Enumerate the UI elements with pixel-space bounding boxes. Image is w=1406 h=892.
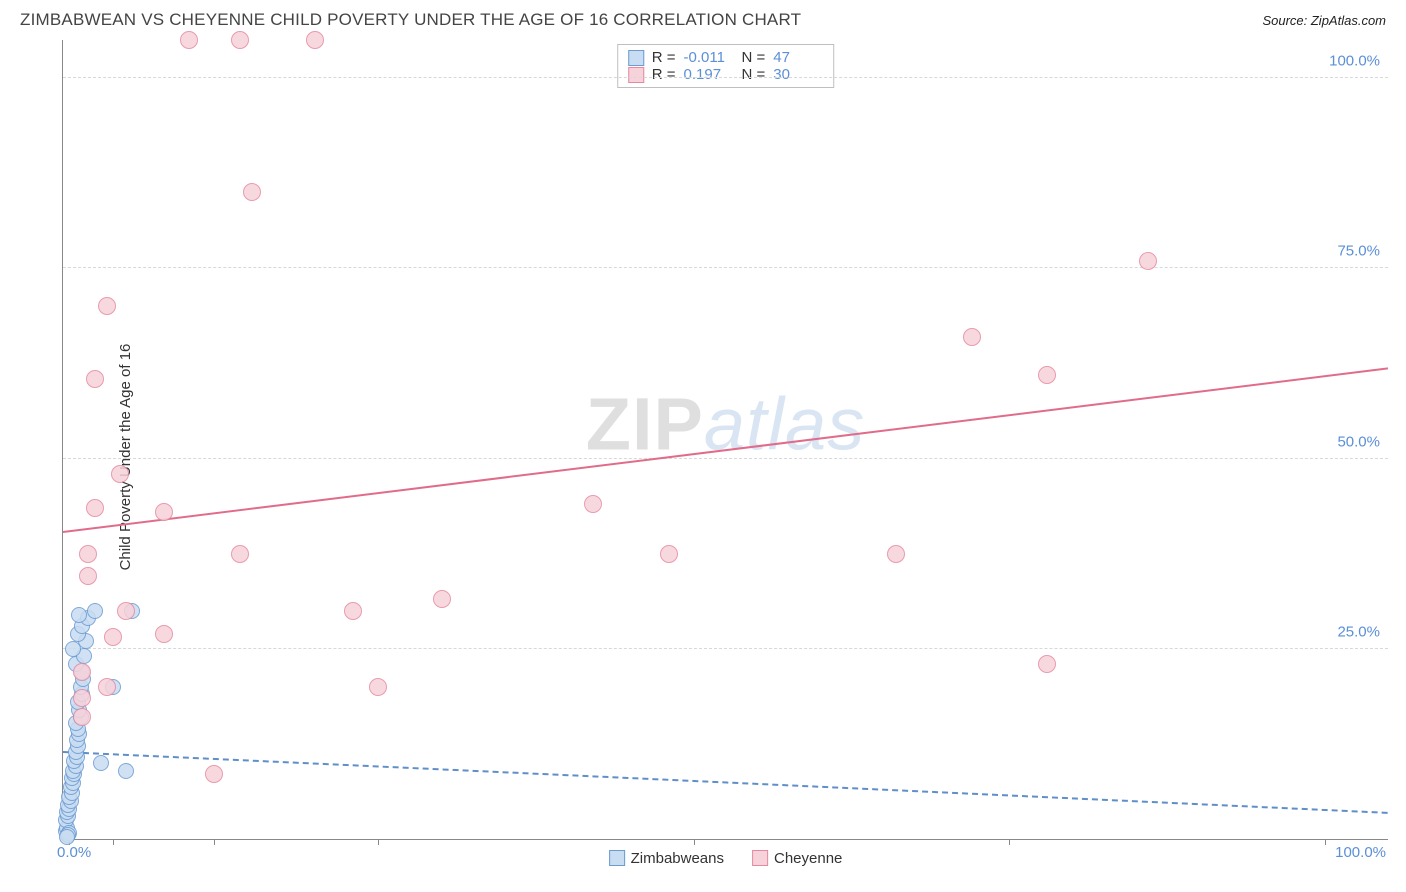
data-point-cheyenne xyxy=(180,31,198,49)
data-point-zimbabweans xyxy=(87,603,103,619)
stats-n-label: N = xyxy=(742,49,766,66)
data-point-cheyenne xyxy=(1038,655,1056,673)
x-axis-origin-label: 0.0% xyxy=(57,844,91,861)
data-point-cheyenne xyxy=(205,765,223,783)
x-tick xyxy=(113,839,114,845)
data-point-cheyenne xyxy=(433,590,451,608)
stats-n-value: 30 xyxy=(773,66,823,83)
data-point-zimbabweans xyxy=(71,607,87,623)
stats-row: R = -0.011 N = 47 xyxy=(628,49,824,66)
data-point-cheyenne xyxy=(117,602,135,620)
stats-n-value: 47 xyxy=(773,49,823,66)
legend-item: Zimbabweans xyxy=(609,850,724,867)
legend: Zimbabweans Cheyenne xyxy=(609,850,843,867)
chart-header: ZIMBABWEAN VS CHEYENNE CHILD POVERTY UND… xyxy=(0,0,1406,34)
legend-label: Cheyenne xyxy=(774,850,842,867)
stats-n-label: N = xyxy=(742,66,766,83)
data-point-cheyenne xyxy=(231,545,249,563)
x-tick xyxy=(378,839,379,845)
data-point-cheyenne xyxy=(73,663,91,681)
watermark: ZIPatlas xyxy=(586,381,865,466)
data-point-cheyenne xyxy=(584,495,602,513)
data-point-cheyenne xyxy=(369,678,387,696)
data-point-cheyenne xyxy=(1139,252,1157,270)
x-tick xyxy=(694,839,695,845)
stats-row: R = 0.197 N = 30 xyxy=(628,66,824,83)
correlation-stats-box: R = -0.011 N = 47 R = 0.197 N = 30 xyxy=(617,44,835,88)
chart-title: ZIMBABWEAN VS CHEYENNE CHILD POVERTY UND… xyxy=(20,10,801,30)
x-tick xyxy=(214,839,215,845)
stats-swatch xyxy=(628,50,644,66)
data-point-cheyenne xyxy=(344,602,362,620)
data-point-cheyenne xyxy=(79,567,97,585)
watermark-part2: atlas xyxy=(704,382,865,465)
stats-r-label: R = xyxy=(652,66,676,83)
data-point-cheyenne xyxy=(155,625,173,643)
x-axis-max-label: 100.0% xyxy=(1335,844,1386,861)
stats-r-value: -0.011 xyxy=(684,49,734,66)
legend-swatch xyxy=(609,850,625,866)
gridline xyxy=(63,648,1388,649)
x-tick xyxy=(1009,839,1010,845)
legend-swatch xyxy=(752,850,768,866)
data-point-cheyenne xyxy=(243,183,261,201)
legend-item: Cheyenne xyxy=(752,850,842,867)
data-point-cheyenne xyxy=(79,545,97,563)
data-point-zimbabweans xyxy=(59,829,75,845)
data-point-cheyenne xyxy=(98,678,116,696)
y-tick-label: 100.0% xyxy=(1329,53,1380,70)
trend-line-zimbabweans xyxy=(63,751,1388,814)
gridline xyxy=(63,458,1388,459)
data-point-cheyenne xyxy=(306,31,324,49)
data-point-cheyenne xyxy=(155,503,173,521)
y-tick-label: 75.0% xyxy=(1337,243,1380,260)
trend-line-cheyenne xyxy=(63,367,1388,533)
data-point-cheyenne xyxy=(1038,366,1056,384)
data-point-cheyenne xyxy=(73,708,91,726)
plot-wrapper: Child Poverty Under the Age of 16 ZIPatl… xyxy=(18,40,1388,874)
stats-r-label: R = xyxy=(652,49,676,66)
scatter-plot: ZIPatlas R =-0.011N =47R =0.197N =30 0.0… xyxy=(62,40,1388,840)
data-point-cheyenne xyxy=(963,328,981,346)
data-point-cheyenne xyxy=(98,297,116,315)
data-point-zimbabweans xyxy=(93,755,109,771)
data-point-cheyenne xyxy=(73,689,91,707)
data-point-cheyenne xyxy=(887,545,905,563)
chart-source: Source: ZipAtlas.com xyxy=(1262,13,1386,28)
y-tick-label: 25.0% xyxy=(1337,623,1380,640)
data-point-cheyenne xyxy=(660,545,678,563)
stats-swatch xyxy=(628,67,644,83)
gridline xyxy=(63,267,1388,268)
gridline xyxy=(63,77,1388,78)
stats-r-value: 0.197 xyxy=(684,66,734,83)
data-point-cheyenne xyxy=(111,465,129,483)
watermark-part1: ZIP xyxy=(586,382,704,465)
legend-label: Zimbabweans xyxy=(631,850,724,867)
data-point-cheyenne xyxy=(231,31,249,49)
data-point-cheyenne xyxy=(104,628,122,646)
data-point-cheyenne xyxy=(86,370,104,388)
data-point-zimbabweans xyxy=(118,763,134,779)
data-point-cheyenne xyxy=(86,499,104,517)
y-tick-label: 50.0% xyxy=(1337,433,1380,450)
x-tick xyxy=(1325,839,1326,845)
